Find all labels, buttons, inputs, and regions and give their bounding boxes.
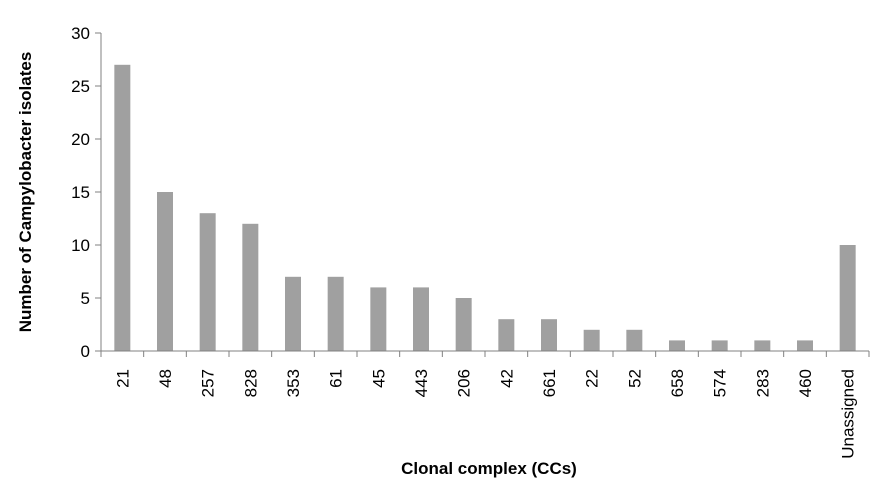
x-tick-label: 353 — [284, 369, 303, 397]
bar-206 — [455, 298, 472, 351]
bar-21 — [114, 64, 131, 352]
x-tick-label: 45 — [369, 369, 388, 388]
x-tick-label: 21 — [113, 369, 132, 388]
bar-22 — [583, 329, 600, 351]
x-tick-label: 658 — [668, 369, 687, 397]
x-tick-label: 48 — [156, 369, 175, 388]
bar-257 — [199, 213, 216, 351]
x-tick-label: 61 — [327, 369, 346, 388]
x-tick-label: 42 — [497, 369, 516, 388]
y-tick-label: 5 — [81, 289, 90, 308]
y-axis-title: Number of Campylobacter isolates — [16, 52, 35, 333]
bar-52 — [626, 329, 643, 351]
x-tick-label: 828 — [241, 369, 260, 397]
bar-828 — [242, 223, 259, 351]
x-tick-label: 574 — [711, 369, 730, 397]
x-axis-title: Clonal complex (CCs) — [401, 459, 577, 478]
bar-283 — [754, 340, 771, 351]
x-tick-label: 52 — [625, 369, 644, 388]
x-tick-label: 283 — [753, 369, 772, 397]
y-tick-label: 30 — [71, 24, 90, 43]
y-tick-label: 20 — [71, 130, 90, 149]
bar-45 — [370, 287, 387, 351]
x-axis-ticks: 21 48 257 828 353 61 45 443 206 42 661 22 52 658 574 28… — [100, 351, 870, 459]
bar-42 — [498, 319, 515, 351]
bar-658 — [669, 340, 685, 351]
bar-460 — [797, 340, 813, 351]
bar-61 — [327, 276, 344, 351]
y-tick-label: 10 — [71, 236, 90, 255]
x-tick-label: 22 — [583, 369, 602, 388]
x-tick-label: 443 — [412, 369, 431, 397]
bar-574 — [711, 340, 728, 351]
bar-353 — [285, 276, 301, 351]
x-tick-label: 661 — [540, 369, 559, 397]
x-tick-label: 257 — [199, 369, 218, 397]
x-tick-label: 206 — [455, 369, 474, 397]
bars — [114, 64, 856, 352]
bar-48 — [157, 192, 173, 351]
x-tick-label: 460 — [796, 369, 815, 397]
y-tick-label: 0 — [81, 342, 90, 361]
y-axis-ticks: 0 5 10 15 20 25 30 — [71, 24, 101, 361]
bar-661 — [541, 319, 557, 351]
bar-unassigned — [839, 245, 856, 351]
y-tick-label: 15 — [71, 183, 90, 202]
bar-443 — [413, 287, 429, 351]
x-tick-label: Unassigned — [839, 369, 858, 459]
y-tick-label: 25 — [71, 77, 90, 96]
